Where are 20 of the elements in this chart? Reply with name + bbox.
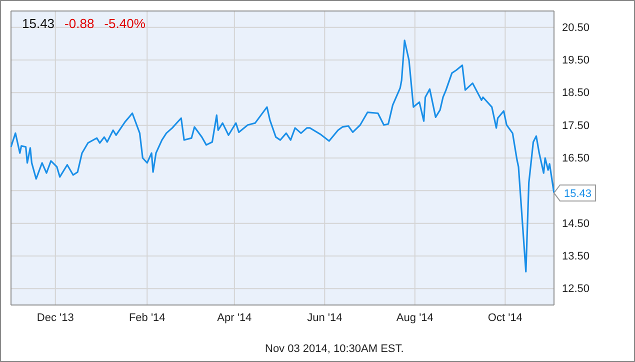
- y-tick-label: 13.50: [562, 250, 590, 263]
- y-tick-label: 14.50: [562, 218, 590, 230]
- text: Nov 03 2014, 10:30AM EST.: [265, 343, 404, 355]
- y-tick-label: 18.50: [562, 87, 590, 100]
- y-tick-label: 20.50: [562, 22, 590, 34]
- y-tick-label: 17.50: [562, 120, 590, 132]
- annotation: 15.43: [564, 188, 592, 200]
- x-tick-label: Dec '13: [36, 312, 74, 324]
- y-tick-label: 19.50: [562, 54, 590, 67]
- x-tick-label: Feb '14: [128, 312, 166, 324]
- annotation: -0.88: [64, 16, 94, 31]
- annotation: 15.43: [22, 16, 55, 31]
- x-tick-label: Aug '14: [396, 312, 434, 324]
- x-tick-label: Jun '14: [307, 312, 342, 324]
- x-tick-label: Oct '14: [488, 312, 522, 324]
- y-tick-label: 16.50: [562, 152, 590, 165]
- line-series: [10, 40, 555, 272]
- y-tick-label: 12.50: [562, 283, 590, 296]
- x-tick-label: Apr '14: [217, 312, 252, 324]
- annotation: -5.40%: [104, 16, 146, 31]
